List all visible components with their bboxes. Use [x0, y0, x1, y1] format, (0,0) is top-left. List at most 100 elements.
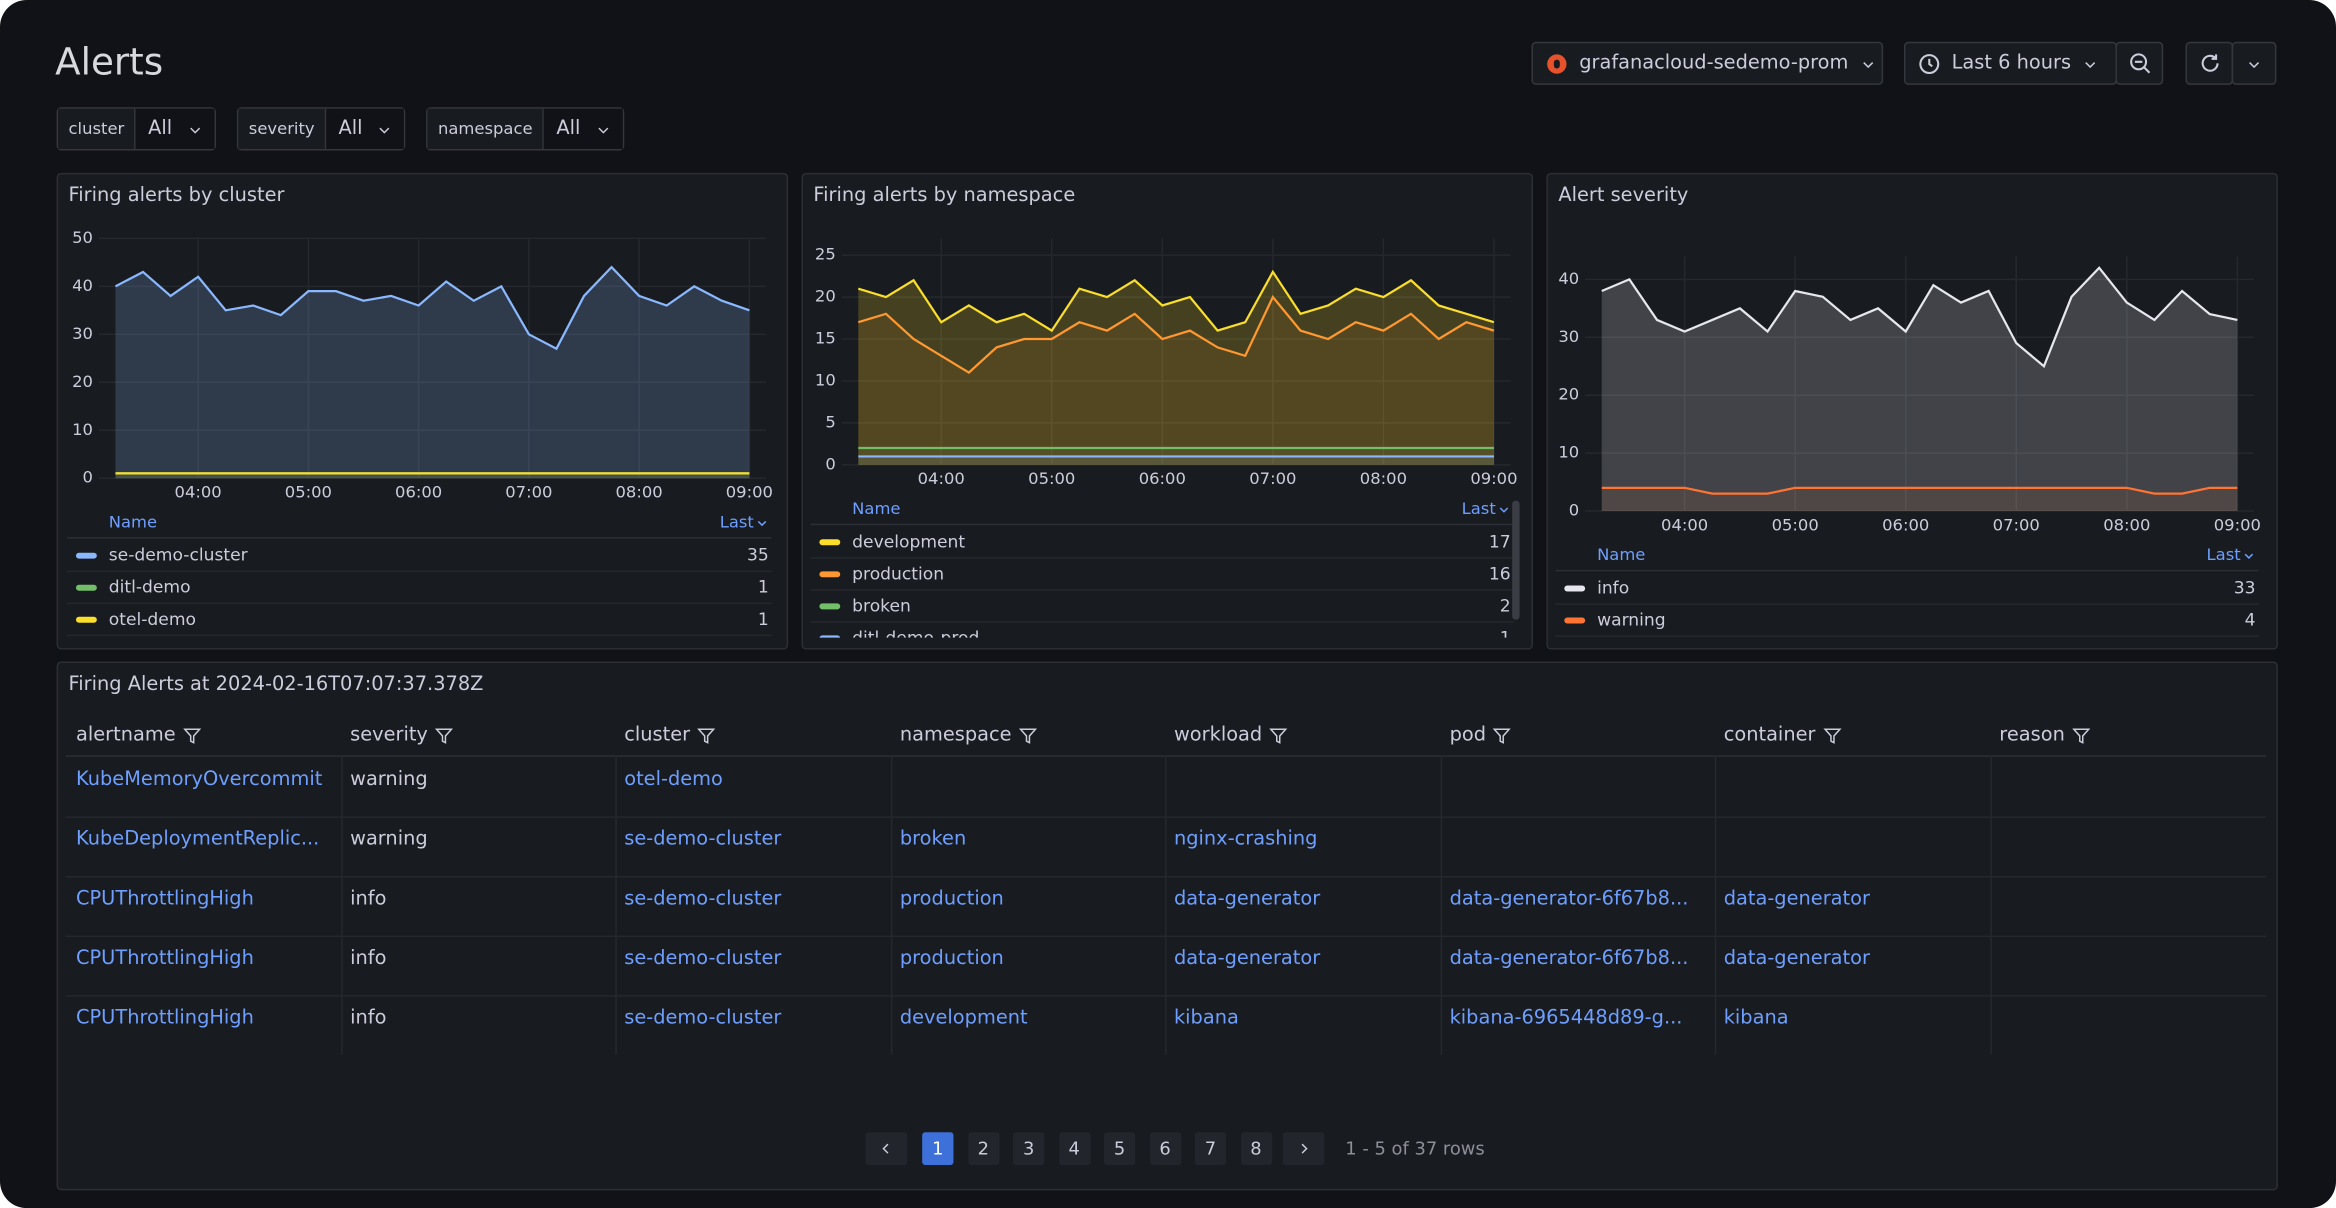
page-button[interactable]: 7 [1194, 1132, 1227, 1166]
column-header[interactable]: reason [1999, 724, 2091, 747]
legend-name: production [852, 564, 944, 584]
page-button[interactable]: 4 [1058, 1132, 1090, 1166]
cell-link[interactable]: nginx-crashing [1173, 828, 1318, 851]
next-page[interactable] [1282, 1132, 1325, 1166]
cell-link[interactable]: data-generator [1173, 887, 1321, 911]
filter[interactable]: cluster All [56, 107, 216, 151]
x-tick-label: 04:00 [918, 469, 965, 488]
x-tick-label: 04:00 [1661, 515, 1708, 534]
filter-icon[interactable] [1269, 726, 1288, 744]
y-tick-label: 30 [72, 324, 93, 343]
column-header[interactable]: namespace [900, 724, 1037, 746]
page-button[interactable]: 1 [922, 1132, 954, 1166]
page-button[interactable]: 2 [967, 1132, 999, 1166]
y-tick-label: 0 [83, 468, 93, 487]
filter[interactable]: namespace All [426, 107, 624, 151]
page-button[interactable]: 8 [1240, 1132, 1272, 1166]
legend-header-last: Last [720, 512, 755, 531]
sort-icon [757, 520, 767, 527]
chevron [2249, 61, 2260, 68]
x-tick-label: 09:00 [1470, 469, 1517, 488]
cell-link[interactable]: kibana [1723, 1007, 1789, 1030]
x-tick-label: 06:00 [1139, 469, 1186, 488]
cell-link[interactable]: otel-demo [624, 768, 723, 792]
x-tick-label: 08:00 [2103, 515, 2150, 534]
cell-text: info [350, 947, 387, 970]
refresh-button[interactable] [2185, 41, 2234, 85]
filter-icon[interactable] [1493, 726, 1512, 744]
page-button[interactable]: 5 [1103, 1132, 1136, 1166]
y-tick-label: 0 [825, 454, 835, 473]
cell-link[interactable]: CPUThrottlingHigh [75, 887, 254, 911]
prev-page[interactable] [865, 1132, 908, 1166]
filter-icon[interactable] [1019, 726, 1037, 744]
datasource-picker[interactable]: grafanacloud-sedemo-prom [1531, 41, 1884, 85]
legend-last: 17 [1489, 532, 1511, 552]
cell-link[interactable]: CPUThrottlingHigh [75, 947, 254, 970]
column-divider [341, 755, 343, 1055]
cell-link[interactable]: production [899, 887, 1004, 911]
cell-link[interactable]: kibana-6965448d89-g... [1449, 1007, 1683, 1030]
cell-link[interactable]: broken [899, 828, 967, 851]
cell-link[interactable]: data-generator [1173, 947, 1321, 970]
filter-icon[interactable] [1822, 726, 1841, 744]
series-line [857, 295, 1495, 374]
column-header[interactable]: workload [1174, 724, 1288, 746]
y-tick-label: 10 [72, 420, 93, 439]
filter-icon[interactable] [697, 726, 716, 744]
filter-value-text: All [556, 117, 581, 141]
cell-link[interactable]: data-generator [1723, 887, 1870, 911]
page-button[interactable]: 3 [1013, 1132, 1045, 1166]
column-title: namespace [899, 724, 1012, 747]
column-title: reason [1999, 724, 2065, 747]
time-picker[interactable]: Last 6 hours [1903, 41, 2118, 85]
page-title: Alerts [55, 40, 164, 84]
legend-last: 16 [1489, 564, 1511, 584]
cell-link[interactable]: development [899, 1007, 1028, 1030]
y-tick-label: 40 [1558, 269, 1579, 288]
column-header[interactable]: cluster [624, 724, 716, 746]
legend-last: 35 [747, 546, 769, 566]
column-header[interactable]: alertname [76, 724, 201, 746]
chevron-left [882, 1143, 889, 1154]
filter[interactable]: severity All [236, 107, 406, 151]
cell-link[interactable]: data-generator-6f67b8... [1449, 887, 1689, 911]
filter-icon[interactable] [2072, 726, 2091, 744]
cell-link[interactable]: CPUThrottlingHigh [75, 1007, 254, 1030]
panel-title: Firing alerts by namespace [813, 184, 1076, 208]
cell-text: info [350, 887, 387, 911]
row-divider [65, 995, 2266, 997]
series-area [115, 473, 750, 479]
cell-link[interactable]: se-demo-cluster [624, 947, 782, 970]
x-tick-label: 08:00 [616, 483, 663, 502]
y-tick-label: 10 [815, 370, 836, 389]
cell-link[interactable]: KubeDeploymentReplic... [75, 828, 320, 851]
filter-label: severity [238, 108, 327, 149]
zoom-out-button[interactable] [2115, 41, 2164, 85]
x-tick-label: 07:00 [505, 483, 552, 502]
row-divider [65, 876, 2266, 878]
column-header[interactable]: container [1724, 724, 1841, 746]
cell-link[interactable]: se-demo-cluster [624, 1007, 782, 1030]
y-tick-label: 40 [72, 276, 93, 295]
cell-link[interactable]: se-demo-cluster [624, 887, 782, 911]
legend-last: 1 [1500, 628, 1511, 648]
page-button[interactable]: 6 [1149, 1132, 1181, 1166]
panel-title: Alert severity [1558, 184, 1689, 208]
cell-link[interactable]: kibana [1173, 1007, 1239, 1030]
chevron [2085, 61, 2096, 68]
refresh-interval-button[interactable] [2231, 41, 2277, 85]
series-line [1601, 486, 2238, 495]
cell-link[interactable]: production [899, 947, 1004, 970]
cell-link[interactable]: data-generator-6f67b8... [1449, 947, 1689, 970]
x-tick-label: 05:00 [1772, 515, 1819, 534]
filter-icon[interactable] [183, 726, 201, 744]
column-header[interactable]: severity [350, 724, 454, 746]
cell-link[interactable]: KubeMemoryOvercommit [75, 768, 323, 792]
cell-link[interactable]: data-generator [1723, 947, 1870, 970]
panel-title: Firing alerts by cluster [68, 184, 285, 208]
column-header[interactable]: pod [1450, 724, 1512, 746]
filter-icon[interactable] [435, 726, 454, 744]
cell-link[interactable]: se-demo-cluster [624, 828, 782, 851]
